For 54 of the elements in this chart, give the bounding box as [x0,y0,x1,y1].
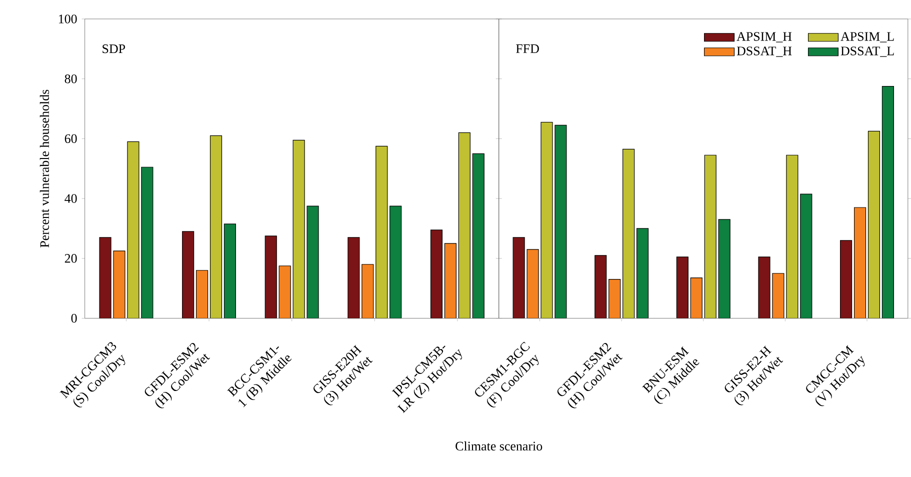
bar [882,86,894,318]
bar [182,231,194,318]
bar [526,249,539,318]
bar [141,166,154,318]
bar [376,146,388,318]
bar [210,135,222,318]
legend-label: DSSAT_H [736,46,792,57]
bar [676,256,688,318]
bar [224,224,236,318]
bar [704,154,716,318]
x-axis-title: Climate scenario [456,441,542,451]
text: SDP [102,44,126,54]
y-tick-label: 0 [71,314,77,323]
bar [278,266,291,318]
bar [840,240,852,318]
bar [127,141,140,318]
bar [854,207,866,318]
bar [622,148,635,318]
bar [362,264,374,318]
bar [636,228,649,318]
bar [458,132,470,318]
bar [512,237,525,318]
bar [800,194,812,318]
bar [430,230,443,318]
bar [608,279,621,318]
bar [264,236,277,318]
bar [758,256,770,318]
bar [690,278,702,318]
text: FFD [516,44,539,53]
legend-label: APSIM_H [736,32,792,42]
y-tick-label: 80 [64,74,77,84]
bar [472,153,484,318]
bar [554,124,567,318]
bar [444,243,456,318]
bar [99,237,112,318]
bar [786,154,798,318]
bar [868,130,880,318]
bar [348,237,360,318]
bar [772,273,784,318]
bar [292,140,305,318]
legend-label: APSIM_L [840,32,894,42]
y-axis-title: Percent vulnerable households [40,90,49,248]
y-tick-label: 40 [64,194,77,203]
bar [113,250,126,318]
bar [718,219,730,318]
bar [540,122,553,318]
y-tick-label: 100 [58,14,77,24]
y-tick-label: 20 [64,254,77,263]
bar [306,206,319,318]
bar [390,206,402,318]
bar [196,270,208,318]
y-tick-label: 60 [64,134,77,144]
bar [594,255,607,318]
legend-label: DSSAT_L [840,46,894,57]
